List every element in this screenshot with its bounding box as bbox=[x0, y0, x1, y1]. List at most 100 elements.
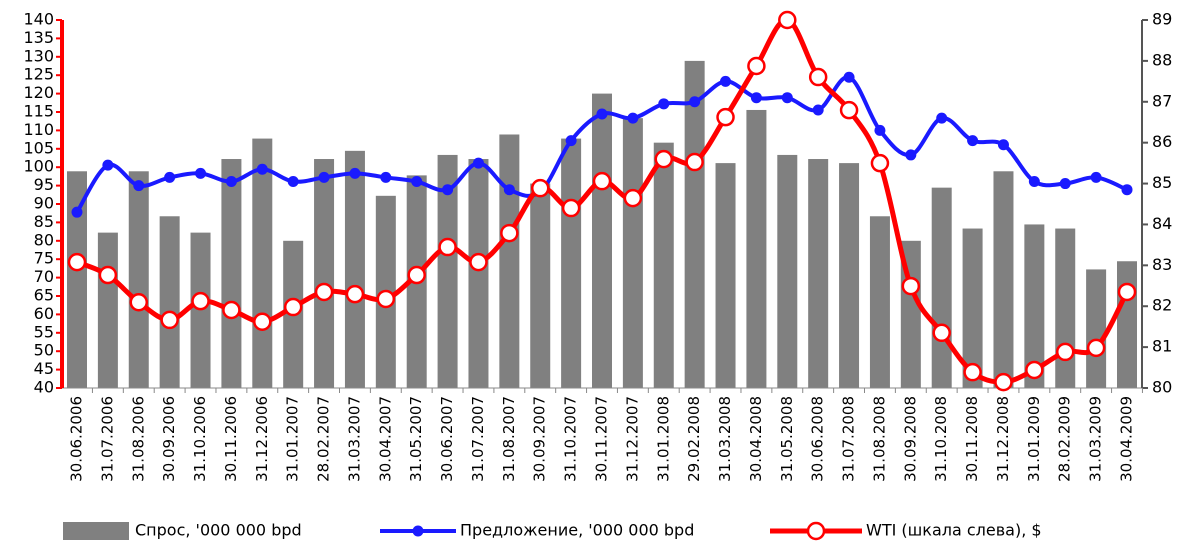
x-tick-label: 30.09.2008 bbox=[901, 396, 919, 482]
marker bbox=[376, 289, 396, 309]
marker bbox=[1121, 184, 1133, 196]
marker bbox=[407, 265, 426, 285]
marker bbox=[503, 184, 515, 196]
marker bbox=[314, 282, 334, 302]
x-tick-label: 30.06.2006 bbox=[68, 396, 86, 482]
y2-tick-label: 82 bbox=[1152, 296, 1172, 315]
bar bbox=[530, 183, 551, 388]
bar bbox=[1024, 224, 1045, 388]
x-tick-label: 31.07.2006 bbox=[98, 396, 116, 482]
y-tick-label: 140 bbox=[23, 10, 54, 29]
x-tick-label: 31.12.2007 bbox=[623, 396, 641, 482]
marker bbox=[530, 178, 550, 198]
y-tick-label: 75 bbox=[34, 249, 54, 268]
marker bbox=[472, 157, 484, 169]
y-tick-label: 100 bbox=[23, 157, 54, 176]
y2-tick-label: 80 bbox=[1152, 378, 1172, 397]
y-tick-label: 110 bbox=[23, 120, 54, 139]
marker bbox=[164, 171, 176, 183]
marker bbox=[750, 92, 762, 104]
y-tick-label: 85 bbox=[34, 212, 54, 231]
marker bbox=[438, 237, 457, 257]
legend-marker bbox=[806, 521, 826, 541]
x-tick-label: 28.02.2009 bbox=[1056, 396, 1074, 482]
x-tick-label: 31.07.2007 bbox=[469, 396, 487, 482]
y-tick-label: 130 bbox=[23, 46, 54, 65]
legend-label: Спрос, '000 000 bpd bbox=[135, 521, 302, 540]
x-tick-label: 30.11.2006 bbox=[222, 396, 240, 482]
x-tick-label: 31.01.2007 bbox=[284, 396, 302, 482]
y2-tick-label: 83 bbox=[1152, 255, 1172, 274]
bar bbox=[468, 159, 489, 388]
marker bbox=[905, 149, 917, 161]
bar bbox=[715, 163, 736, 388]
y-tick-label: 45 bbox=[34, 359, 54, 378]
marker bbox=[592, 171, 612, 191]
y-tick-label: 120 bbox=[23, 83, 54, 102]
marker bbox=[561, 198, 581, 218]
marker bbox=[283, 297, 303, 317]
marker bbox=[102, 159, 114, 171]
y2-tick-label: 87 bbox=[1152, 91, 1172, 110]
bar bbox=[962, 228, 983, 388]
bar bbox=[684, 60, 705, 389]
marker bbox=[318, 171, 330, 183]
y-tick-label: 65 bbox=[34, 286, 54, 305]
marker bbox=[658, 98, 670, 110]
marker bbox=[98, 265, 118, 285]
x-tick-label: 31.07.2008 bbox=[840, 396, 858, 482]
marker bbox=[994, 372, 1013, 392]
marker bbox=[1117, 282, 1137, 302]
y-tick-label: 90 bbox=[34, 194, 54, 213]
y2-tick-label: 85 bbox=[1152, 173, 1172, 192]
y-tick-label: 50 bbox=[34, 341, 54, 360]
y-tick-label: 95 bbox=[34, 175, 54, 194]
x-tick-label: 31.01.2009 bbox=[1025, 396, 1043, 482]
x-tick-label: 30.11.2007 bbox=[593, 396, 611, 482]
y-tick-label: 80 bbox=[34, 230, 54, 249]
x-tick-label: 31.12.2008 bbox=[994, 396, 1012, 482]
marker bbox=[936, 112, 948, 124]
marker bbox=[623, 188, 643, 208]
x-tick-label: 29.02.2008 bbox=[685, 396, 703, 482]
x-tick-label: 31.03.2007 bbox=[345, 396, 363, 482]
x-tick-label: 30.06.2008 bbox=[809, 396, 827, 482]
bar bbox=[67, 171, 87, 388]
bar bbox=[252, 138, 273, 388]
x-tick-label: 31.05.2008 bbox=[778, 396, 796, 482]
marker bbox=[596, 108, 608, 120]
x-tick-label: 31.10.2008 bbox=[932, 396, 950, 482]
x-tick-label: 31.10.2007 bbox=[562, 396, 580, 482]
marker bbox=[565, 135, 577, 147]
marker bbox=[997, 139, 1009, 151]
y2-tick-label: 81 bbox=[1152, 337, 1172, 356]
marker bbox=[689, 96, 701, 108]
marker bbox=[253, 312, 272, 332]
bar bbox=[1117, 261, 1137, 388]
y2-tick-label: 84 bbox=[1152, 214, 1172, 233]
marker bbox=[500, 223, 519, 243]
marker bbox=[195, 167, 207, 179]
legend-label: WTI (шкала слева), $ bbox=[866, 521, 1042, 540]
marker bbox=[1059, 178, 1071, 190]
legend-swatch bbox=[63, 522, 129, 540]
legend-label: Предложение, '000 000 bpd bbox=[460, 521, 694, 540]
y-tick-label: 55 bbox=[34, 322, 54, 341]
marker bbox=[967, 135, 979, 147]
marker bbox=[222, 300, 241, 320]
y-tick-label: 135 bbox=[23, 28, 54, 47]
marker bbox=[469, 252, 488, 272]
bar bbox=[561, 138, 582, 388]
marker bbox=[812, 104, 824, 116]
marker bbox=[287, 176, 299, 188]
y-tick-label: 125 bbox=[23, 65, 54, 84]
x-tick-label: 31.03.2009 bbox=[1087, 396, 1105, 482]
bar bbox=[128, 171, 149, 388]
x-tick-label: 31.08.2008 bbox=[870, 396, 888, 482]
bar bbox=[499, 134, 520, 388]
y2-tick-label: 86 bbox=[1152, 132, 1172, 151]
marker bbox=[225, 176, 237, 188]
bar bbox=[437, 154, 458, 388]
bar bbox=[1055, 228, 1076, 388]
